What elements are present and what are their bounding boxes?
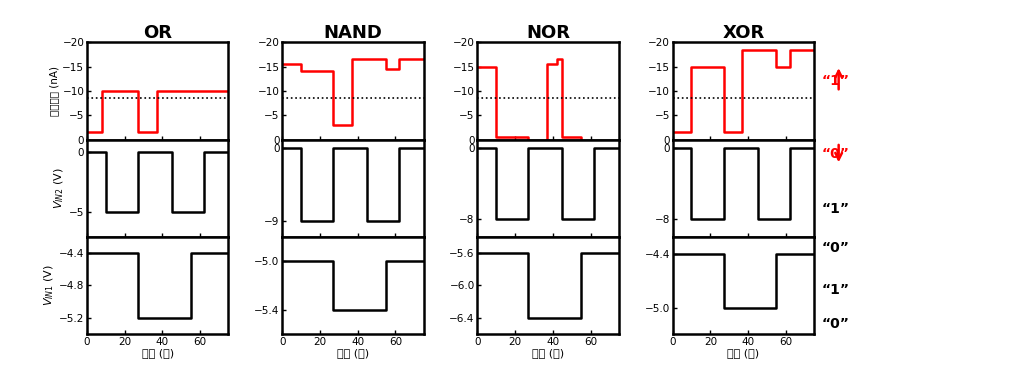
Y-axis label: $V_{IN1}$ (V): $V_{IN1}$ (V) (43, 265, 56, 306)
Text: “1”: “1” (821, 74, 849, 88)
X-axis label: 時間 (秒): 時間 (秒) (141, 348, 174, 358)
Title: OR: OR (143, 24, 172, 42)
X-axis label: 時間 (秒): 時間 (秒) (532, 348, 564, 358)
Title: NOR: NOR (526, 24, 570, 42)
Title: XOR: XOR (722, 24, 765, 42)
Title: NAND: NAND (324, 24, 382, 42)
Text: “0”: “0” (821, 147, 849, 161)
X-axis label: 時間 (秒): 時間 (秒) (337, 348, 369, 358)
Text: “0”: “0” (821, 241, 849, 255)
Text: “1”: “1” (821, 202, 849, 216)
Text: “1”: “1” (821, 283, 849, 297)
Text: “0”: “0” (821, 318, 849, 331)
X-axis label: 時間 (秒): 時間 (秒) (727, 348, 760, 358)
Y-axis label: 出力信号 (nA): 出力信号 (nA) (49, 66, 59, 116)
Y-axis label: $V_{IN2}$ (V): $V_{IN2}$ (V) (52, 167, 67, 209)
